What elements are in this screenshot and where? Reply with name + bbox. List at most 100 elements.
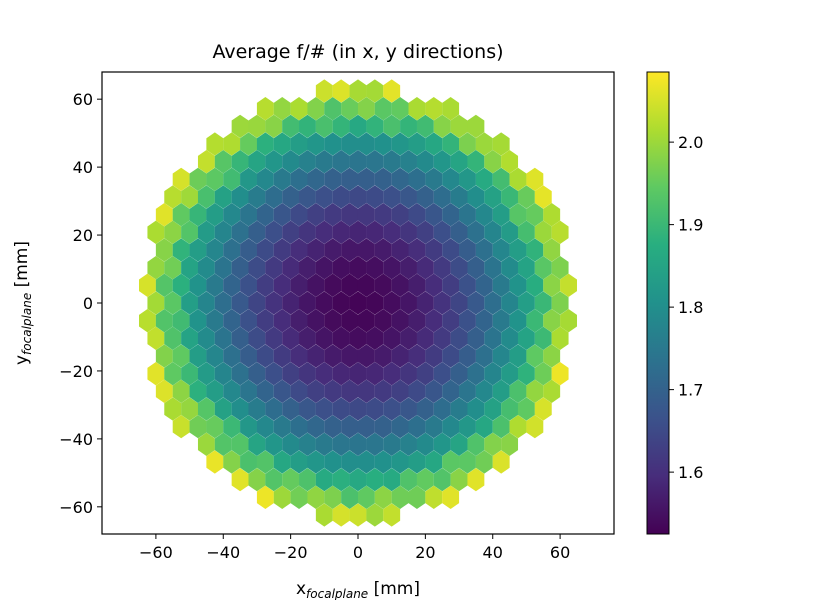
- hex-cell: [332, 397, 350, 421]
- hex-cell: [450, 432, 468, 456]
- hex-cell: [206, 132, 224, 156]
- hex-cell: [425, 273, 443, 297]
- hex-cell: [391, 273, 409, 297]
- hex-cell: [374, 414, 392, 439]
- hex-cell: [265, 397, 283, 421]
- hex-cell: [517, 397, 535, 421]
- hex-cell: [273, 132, 291, 156]
- hex-cell: [341, 344, 359, 368]
- x-tick-label: 20: [415, 543, 435, 562]
- hex-cell: [450, 220, 468, 244]
- hex-cell: [147, 326, 165, 350]
- hex-cell: [240, 132, 257, 156]
- hex-cell: [214, 432, 232, 456]
- hex-cell: [383, 220, 401, 244]
- hex-cell: [307, 450, 325, 474]
- hex-cell: [400, 114, 417, 139]
- hex-cell: [223, 344, 241, 368]
- hex-cell: [248, 114, 266, 139]
- hex-cell: [324, 414, 342, 439]
- colorbar-tick-label: 1.7: [678, 381, 703, 400]
- hex-cell: [391, 167, 409, 192]
- hex-cell: [383, 79, 401, 103]
- hex-cell: [265, 150, 283, 174]
- hex-cell: [349, 114, 367, 139]
- hex-cell: [189, 414, 207, 439]
- hex-cell: [256, 132, 274, 156]
- hex-cell: [315, 362, 333, 386]
- hex-cell: [391, 309, 409, 333]
- hex-cell: [416, 185, 434, 209]
- hex-cell: [416, 220, 434, 244]
- hex-cell: [164, 362, 182, 386]
- x-tick-label: −20: [274, 543, 308, 562]
- hex-cell: [501, 150, 519, 174]
- hex-cell: [181, 220, 199, 244]
- hex-cell: [307, 485, 325, 509]
- hex-cell: [172, 203, 190, 227]
- hex-cell: [433, 256, 451, 280]
- hex-cell: [164, 185, 182, 209]
- hex-cell: [332, 220, 350, 244]
- hex-cell: [416, 432, 434, 456]
- hex-cell: [282, 467, 300, 492]
- hex-cell: [273, 309, 291, 333]
- hex-cell: [223, 273, 241, 297]
- hex-cell: [282, 291, 300, 315]
- hex-cell: [526, 309, 544, 333]
- hex-cell: [492, 414, 510, 439]
- hex-cell: [231, 432, 249, 456]
- hex-cell: [265, 291, 283, 315]
- hex-cell: [299, 397, 316, 421]
- hex-cell: [543, 238, 561, 262]
- hex-cell: [484, 432, 502, 456]
- hex-cell: [273, 97, 291, 121]
- hex-cell: [332, 256, 350, 280]
- chart-title: Average f/# (in x, y directions): [212, 41, 503, 63]
- hex-cell: [475, 309, 493, 333]
- hex-cell: [501, 291, 519, 315]
- hex-cell: [391, 344, 409, 368]
- hex-cell: [366, 326, 384, 350]
- hex-cell: [357, 485, 375, 509]
- hex-cell: [467, 362, 485, 386]
- hex-cell: [341, 273, 359, 297]
- hex-cell: [416, 467, 434, 492]
- hex-cell: [383, 397, 401, 421]
- hex-cell: [256, 344, 274, 368]
- hex-cell: [374, 97, 392, 121]
- hex-cell: [256, 414, 274, 439]
- hex-cell: [450, 150, 468, 174]
- hex-cell: [442, 203, 460, 227]
- hex-cell: [172, 309, 190, 333]
- hex-cell: [214, 150, 232, 174]
- hex-cell: [164, 256, 182, 280]
- hex-cell: [164, 326, 182, 350]
- hex-cell: [467, 291, 485, 315]
- hex-cell: [400, 432, 417, 456]
- hex-cell: [551, 220, 569, 244]
- hex-cell: [307, 238, 325, 262]
- y-tick-label: 40: [73, 158, 93, 177]
- hex-cell: [534, 220, 552, 244]
- hex-cell: [324, 344, 342, 368]
- hex-cell: [273, 379, 291, 403]
- hex-cell: [484, 220, 502, 244]
- hex-cell: [374, 273, 392, 297]
- hex-cell: [214, 326, 232, 350]
- hex-cell: [374, 379, 392, 403]
- hex-cell: [526, 344, 544, 368]
- hex-cell: [315, 503, 333, 527]
- y-tick-label: −60: [59, 498, 93, 517]
- hex-cell: [332, 326, 350, 350]
- hex-cell: [172, 414, 190, 439]
- hex-cell: [155, 379, 173, 403]
- hex-cell: [366, 397, 384, 421]
- hex-cell: [214, 291, 232, 315]
- hex-cell: [400, 397, 417, 421]
- hex-cell: [164, 397, 182, 421]
- hex-cell: [408, 344, 426, 368]
- hex-cell: [315, 114, 333, 139]
- hex-cell: [517, 220, 535, 244]
- hex-cell: [248, 185, 266, 209]
